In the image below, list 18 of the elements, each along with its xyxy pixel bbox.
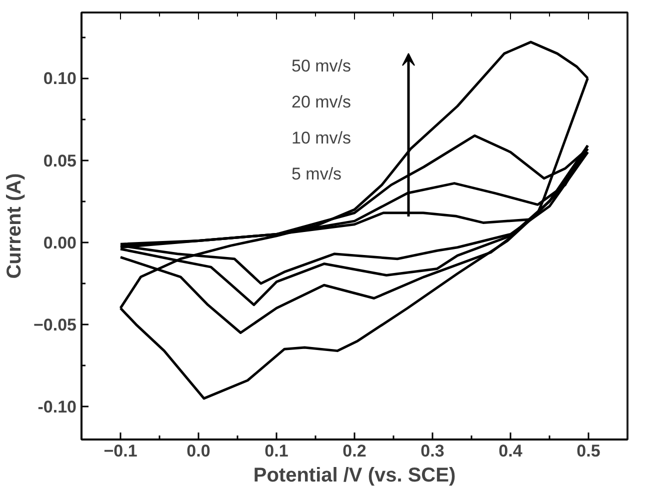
x-tick-label: 0.3 xyxy=(420,442,444,460)
y-tick-label: −0.05 xyxy=(33,316,76,335)
y-axis-title: Current (A) xyxy=(3,173,26,279)
x-tick-label: 0.5 xyxy=(576,442,600,460)
x-tick-label: 0.1 xyxy=(264,442,288,460)
x-axis-title: Potential /V (vs. SCE) xyxy=(253,464,456,486)
y-tick-label: 0.05 xyxy=(43,151,77,170)
y-tick-label: 0.00 xyxy=(43,233,77,252)
x-tick-label: 0.0 xyxy=(186,442,210,460)
annotation: 5 mv/s xyxy=(292,164,342,184)
annotation: 10 mv/s xyxy=(292,128,352,148)
y-tick-label: 0.10 xyxy=(43,69,77,88)
y-tick-label: -0.10 xyxy=(38,398,76,417)
annotation: 20 mv/s xyxy=(292,92,352,112)
x-tick-label: −0.1 xyxy=(104,442,138,460)
x-tick-label: 0.2 xyxy=(342,442,366,460)
x-tick-label: 0.4 xyxy=(498,442,523,460)
annotation: 50 mv/s xyxy=(292,56,352,76)
